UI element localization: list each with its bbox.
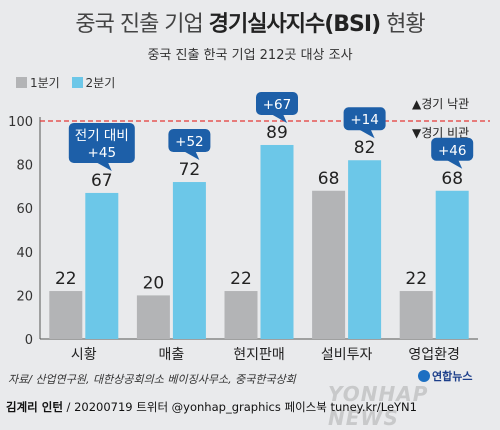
change-badge (68, 122, 135, 163)
credit-line: 김계리 인턴 / 20200719 트위터 @yonhap_graphics 페… (6, 399, 417, 415)
bar-value-label: 22 (405, 269, 427, 289)
bar-1 (399, 291, 433, 339)
bar-1 (312, 190, 346, 339)
bar-1 (136, 295, 170, 339)
change-badge-text: 전기 대비 (75, 128, 129, 144)
bar-value-label: 72 (179, 160, 201, 180)
credit-author: 김계리 인턴 (6, 400, 63, 414)
change-badge-text: +45 (88, 145, 117, 161)
y-tick-label: 0 (25, 333, 33, 348)
y-tick-label: 40 (16, 246, 33, 261)
logo-text: 연합뉴스 (432, 370, 473, 383)
legend-swatch-q1 (16, 77, 27, 88)
chart-subtitle: 중국 진출 한국 기업 212곳 대상 조사 (147, 48, 353, 63)
title-part2: 현황 (380, 12, 426, 37)
bar-value-label: 68 (441, 169, 463, 189)
bar-value-label: 68 (318, 169, 340, 189)
change-badge-pointer (446, 159, 463, 169)
legend-label-q2: 2분기 (85, 76, 116, 90)
bar-2 (260, 144, 294, 339)
legend-item-q1: 1분기 (16, 74, 60, 91)
bar-1 (224, 291, 258, 339)
y-tick-label: 100 (8, 115, 33, 130)
source-note: 자료/ 산업연구원, 대한상공회의소 베이징사무소, 중국한국상회 (8, 373, 296, 386)
reference-below-label: ▼경기 비관 (412, 126, 469, 140)
bar-2 (435, 190, 469, 339)
y-tick-label: 80 (16, 159, 33, 174)
x-tick-label: 시황 (71, 347, 97, 363)
x-tick-label: 매출 (159, 347, 185, 363)
change-badge (256, 91, 298, 115)
logo-circle-icon (418, 370, 430, 382)
title-bold: 경기실사지수(BSI) (208, 12, 381, 37)
bar-value-label: 22 (230, 269, 252, 289)
change-badge-text: +46 (438, 143, 467, 159)
change-badge-text: +67 (263, 97, 292, 113)
change-badge-pointer (95, 161, 112, 171)
x-tick-label: 현지판매 (233, 347, 285, 363)
bar-2 (85, 192, 119, 339)
change-badge (431, 137, 474, 161)
change-badge-pointer (358, 129, 375, 139)
credit-details: / 20200719 트위터 @yonhap_graphics 페이스북 tun… (62, 400, 417, 414)
x-tick-label: 설비투자 (321, 347, 373, 363)
bar-value-label: 82 (354, 138, 376, 158)
title-part1: 중국 진출 기업 (75, 12, 209, 37)
x-tick-label: 영업환경 (408, 347, 460, 363)
change-badge (343, 107, 386, 131)
bar-value-label: 20 (143, 273, 165, 293)
legend-label-q1: 1분기 (30, 76, 60, 90)
bar-2 (172, 182, 206, 339)
bar-value-label: 22 (55, 269, 77, 289)
change-badge-text: +52 (175, 134, 204, 150)
y-tick-label: 20 (16, 289, 33, 304)
bar-1 (49, 291, 83, 339)
legend: 1분기 2분기 (16, 74, 123, 91)
reference-above-label: ▲경기 낙관 (412, 97, 469, 111)
bar-value-label: 89 (266, 123, 288, 143)
change-badge (168, 129, 211, 153)
yonhap-logo: 연합뉴스 (418, 368, 472, 384)
legend-item-q2: 2분기 (71, 74, 116, 91)
chart-title: 중국 진출 기업 경기실사지수(BSI) 현황 (0, 6, 500, 38)
y-tick-label: 60 (16, 202, 33, 217)
change-badge-pointer (183, 151, 200, 161)
change-badge-pointer (271, 113, 287, 123)
bar-value-label: 67 (91, 171, 113, 191)
bar-2 (348, 160, 382, 339)
change-badge-text: +14 (350, 112, 379, 128)
legend-swatch-q2 (71, 77, 83, 88)
